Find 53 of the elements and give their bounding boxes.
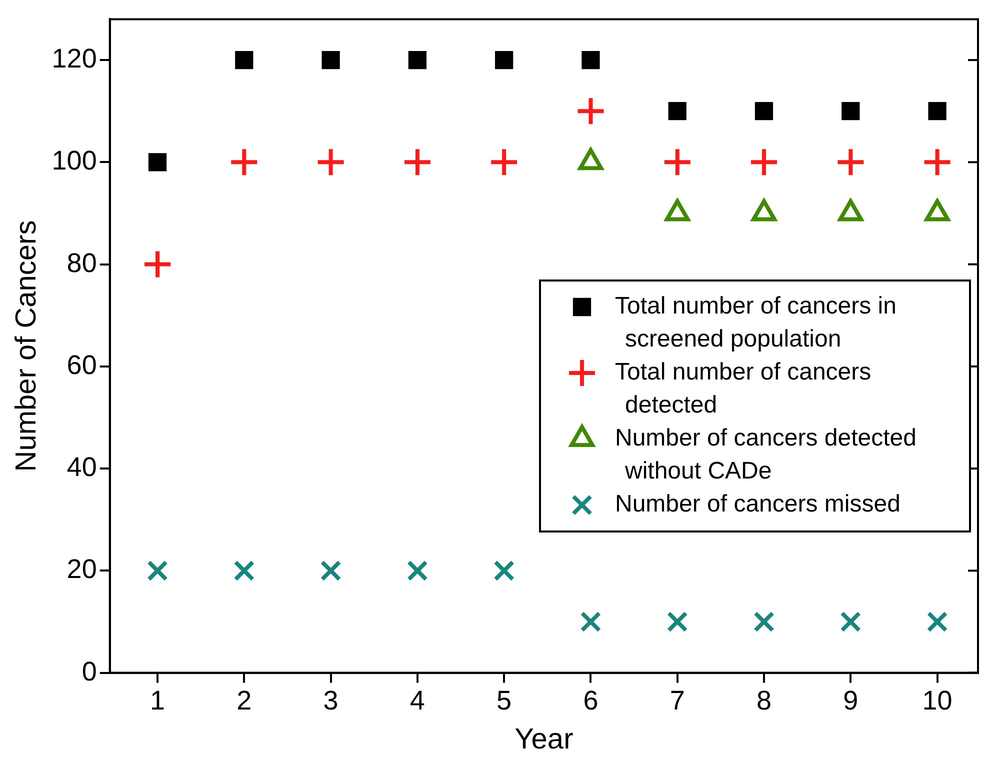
- y-tick-label: 80: [66, 248, 97, 278]
- point: [754, 102, 774, 120]
- legend-label: Total number of cancers detected: [615, 358, 872, 419]
- point: [231, 149, 258, 176]
- point: [495, 50, 514, 70]
- x-tick-label: 5: [496, 685, 512, 716]
- point: [234, 560, 255, 582]
- x-tick-label: 8: [756, 685, 772, 716]
- point: [144, 251, 170, 278]
- x-tick-label: 1: [150, 685, 166, 716]
- y-tick-label: 40: [66, 452, 97, 482]
- point: [750, 149, 777, 176]
- point: [666, 611, 688, 632]
- point: [494, 560, 515, 582]
- point: [580, 611, 602, 632]
- y-tick-label: 20: [66, 554, 97, 584]
- y-tick-label: 0: [82, 656, 97, 686]
- x-tick-label: 9: [843, 685, 858, 716]
- point: [320, 560, 342, 582]
- point: [322, 50, 340, 70]
- x-tick-label: 7: [670, 685, 685, 716]
- y-tick-label: 60: [66, 350, 97, 380]
- point: [147, 560, 168, 582]
- x-tick-label: 2: [236, 685, 252, 716]
- x-tick-label: 4: [410, 685, 425, 716]
- point: [235, 50, 254, 70]
- point: [754, 611, 774, 632]
- point: [408, 50, 426, 70]
- point: [406, 560, 428, 582]
- point: [582, 50, 600, 70]
- point: [838, 149, 864, 176]
- x-tick-label: 10: [922, 685, 952, 716]
- x-tick-label: 6: [583, 685, 598, 716]
- legend-label: Number of cancers missed: [615, 490, 900, 518]
- point: [928, 102, 946, 120]
- point: [404, 149, 430, 176]
- point: [664, 149, 690, 176]
- point: [148, 153, 167, 172]
- point: [842, 102, 860, 120]
- point: [926, 611, 948, 632]
- legend-label: Number of cancers detected without CADe: [615, 424, 916, 485]
- point: [840, 611, 862, 632]
- legend-label: Total number of cancers in screened population: [615, 292, 896, 353]
- point: [491, 149, 518, 176]
- point: [578, 98, 604, 124]
- point: [318, 149, 344, 176]
- y-tick-label: 100: [52, 146, 97, 176]
- x-tick-label: 3: [323, 685, 338, 716]
- point: [668, 102, 686, 120]
- y-axis-title: Number of Cancers: [10, 220, 42, 472]
- y-tick-label: 120: [52, 44, 97, 74]
- x-axis-title: Year: [514, 724, 574, 756]
- point: [924, 149, 950, 176]
